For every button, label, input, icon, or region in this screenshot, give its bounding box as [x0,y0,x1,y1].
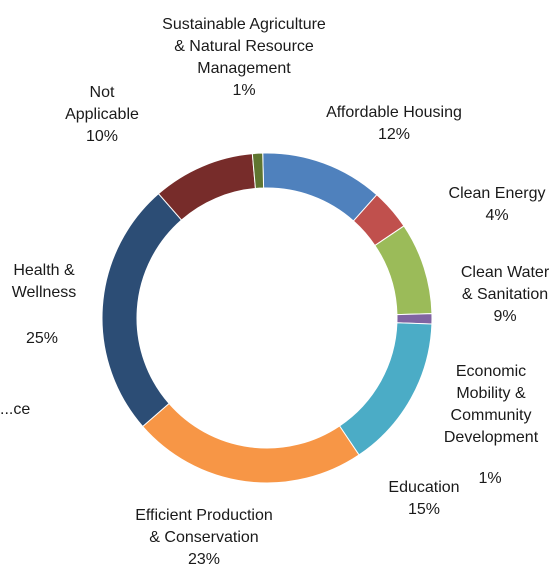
slice-label-5: Efficient Production & Conservation 23% [135,507,273,568]
slice-label-2: Clean Water & Sanitation 9% [461,264,550,325]
slice-label-3: Economic Mobility & Community Development [444,363,539,446]
slice-label-1: Clean Energy 4% [449,185,546,224]
slice-label-8: Not Applicable 10% [65,84,139,145]
slice-9 [251,152,265,190]
slice-0 [262,152,378,222]
slice-7 [101,192,183,428]
slice-5 [141,402,360,484]
slice-label-6: ...ce [0,401,30,418]
slice-label-9: Sustainable Agriculture & Natural Resourc… [162,16,326,99]
slice-2 [374,225,433,316]
slice-label-0: Affordable Housing 12% [326,104,462,143]
slice-value-3: 1% [478,470,501,487]
slice-label-7: Health & Wellness [12,262,77,301]
slice-value-7: 25% [26,330,58,347]
donut-slices [101,152,433,484]
slice-4 [338,322,433,456]
slice-labels: Affordable Housing 12% Clean Energy 4% Clean… [0,16,550,568]
slice-label-4: Education 15% [388,479,459,518]
slice-8 [157,153,256,221]
